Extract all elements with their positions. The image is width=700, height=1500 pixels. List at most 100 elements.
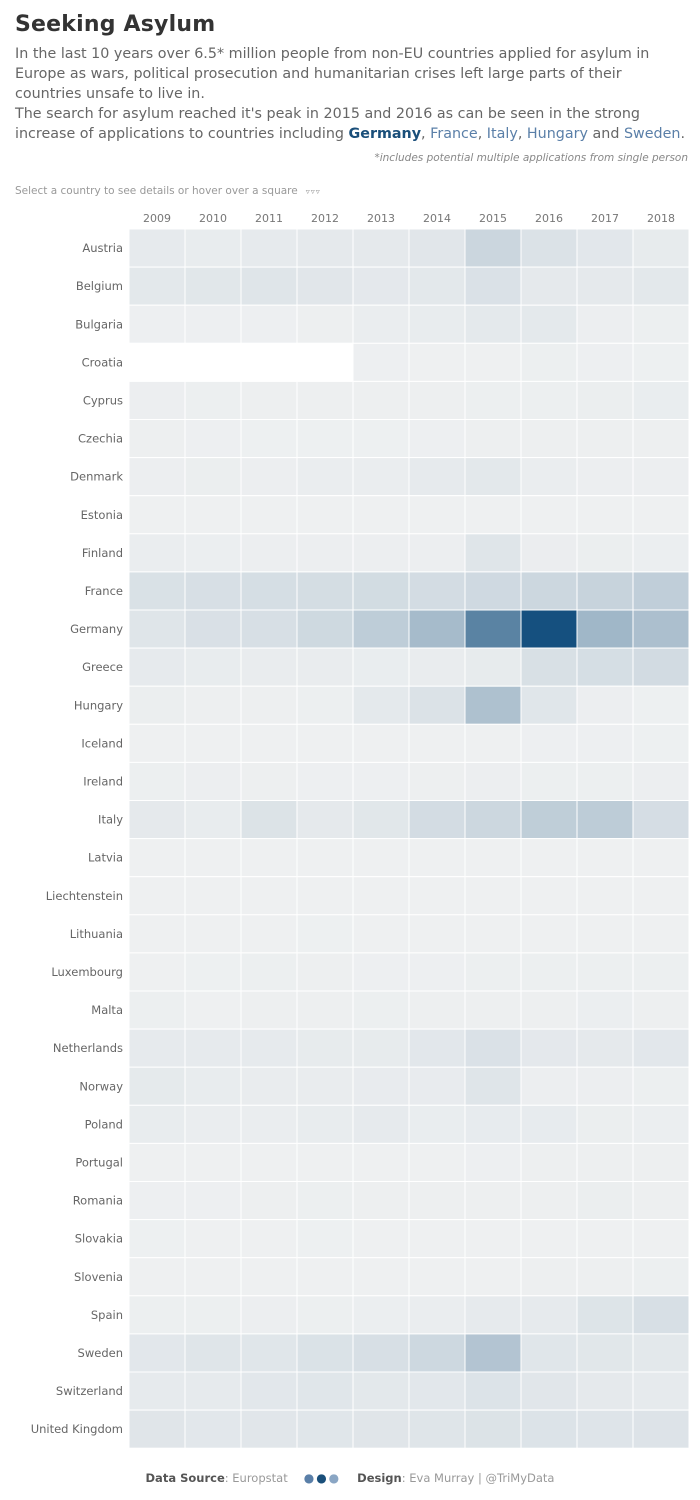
heatmap-cell[interactable]: Malta 2016: 1930 [520, 990, 578, 1030]
heatmap-cell[interactable]: Poland 2012: 10800 [296, 1104, 354, 1144]
heatmap-cell[interactable]: Cyprus 2012: 1600 [296, 380, 354, 420]
heatmap-cell[interactable]: France 2017: 99300 [576, 571, 634, 611]
heatmap-cell[interactable]: United Kingdom 2010: 24400 [184, 1409, 242, 1449]
country-label[interactable]: Belgium [76, 279, 123, 293]
heatmap-cell[interactable]: Austria 2013: 17500 [352, 228, 410, 268]
heatmap-cell[interactable]: Latvia 2011: 340 [240, 838, 298, 878]
heatmap-cell[interactable]: Latvia 2018: 185 [632, 838, 690, 878]
heatmap-cell[interactable]: Sweden 2012: 43900 [296, 1333, 354, 1373]
heatmap-cell[interactable]: United Kingdom 2016: 39700 [520, 1409, 578, 1449]
country-label[interactable]: Germany [70, 622, 123, 636]
heatmap-cell[interactable]: Slovakia 2011: 490 [240, 1219, 298, 1259]
heatmap-cell[interactable]: Portugal 2017: 1750 [576, 1142, 634, 1183]
heatmap-cell[interactable]: France 2011: 57300 [240, 571, 298, 611]
heatmap-cell[interactable]: Bulgaria 2010: 1000 [184, 304, 242, 344]
heatmap-cell[interactable]: Liechtenstein 2009: 300 [128, 876, 186, 916]
country-label[interactable]: Liechtenstein [46, 889, 123, 903]
heatmap-cell[interactable]: Slovakia 2012: 730 [296, 1219, 354, 1259]
country-label[interactable]: Hungary [74, 698, 123, 712]
heatmap-cell[interactable]: Slovakia 2010: 540 [184, 1219, 242, 1259]
heatmap-cell[interactable]: Liechtenstein 2014: 65 [408, 876, 466, 916]
heatmap-cell[interactable]: Finland 2018: 4500 [632, 533, 690, 573]
heatmap-cell[interactable]: Cyprus 2018: 7800 [632, 380, 690, 420]
heatmap-cell[interactable]: Belgium 2015: 44700 [464, 266, 522, 306]
heatmap-cell[interactable]: France 2016: 84300 [520, 571, 578, 611]
heatmap-cell[interactable]: Luxembourg 2012: 2050 [296, 952, 354, 992]
heatmap-cell[interactable]: Germany 2011: 53300 [240, 609, 298, 649]
heatmap-cell[interactable]: Lithuania 2012: 645 [296, 914, 354, 954]
heatmap-cell[interactable]: Spain 2016: 15800 [520, 1295, 578, 1335]
heatmap-cell[interactable]: Ireland 2009: 2700 [128, 761, 186, 802]
heatmap-cell[interactable]: Estonia 2012: 75 [296, 495, 354, 535]
heatmap-cell[interactable]: Switzerland 2009: 16000 [128, 1371, 186, 1411]
heatmap-cell[interactable]: Slovakia 2013: 440 [352, 1219, 410, 1259]
heatmap-cell[interactable]: Croatia 2017: 980 [576, 342, 634, 382]
country-label[interactable]: Czechia [78, 432, 123, 446]
country-label[interactable]: Slovenia [74, 1270, 123, 1284]
heatmap-cell[interactable]: Poland 2011: 6900 [240, 1104, 298, 1144]
heatmap-cell[interactable]: Czechia 2009: 1300 [128, 419, 186, 459]
country-label[interactable]: Italy [98, 813, 123, 827]
heatmap-cell[interactable]: Switzerland 2012: 28600 [296, 1371, 354, 1411]
heatmap-cell[interactable]: Austria 2010: 11000 [184, 228, 242, 268]
heatmap-cell[interactable]: Greece 2009: 15900 [128, 647, 186, 687]
heatmap-cell[interactable]: Cyprus 2010: 2900 [184, 380, 242, 420]
heatmap-cell[interactable]: Spain 2012: 2600 [296, 1295, 354, 1335]
heatmap-cell[interactable]: Luxembourg 2013: 1070 [352, 952, 410, 992]
heatmap-cell[interactable]: Portugal 2013: 505 [352, 1142, 410, 1183]
heatmap-cell[interactable]: Liechtenstein 2017: 150 [576, 876, 634, 916]
heatmap-cell[interactable]: Sweden 2016: 28900 [520, 1333, 578, 1373]
country-label[interactable]: Denmark [70, 470, 123, 484]
heatmap-cell[interactable]: Norway 2015: 31100 [464, 1066, 522, 1106]
heatmap-cell[interactable]: Romania 2013: 1500 [352, 1181, 410, 1221]
heatmap-cell[interactable]: Denmark 2015: 21300 [464, 457, 522, 497]
heatmap-cell[interactable]: Norway 2018: 2700 [632, 1066, 690, 1106]
heatmap-cell[interactable]: France 2013: 66300 [352, 571, 410, 611]
heatmap-cell[interactable]: Spain 2010: 2700 [184, 1295, 242, 1335]
heatmap-cell[interactable]: Estonia 2009: 40 [128, 495, 186, 535]
heatmap-cell[interactable]: Slovenia 2010: 250 [184, 1257, 242, 1297]
heatmap-cell[interactable]: Austria 2011: 14400 [240, 228, 298, 268]
heatmap-cell[interactable]: Denmark 2016: 6200 [520, 457, 578, 497]
heatmap-cell[interactable]: France 2014: 64300 [408, 571, 466, 611]
heatmap-cell[interactable]: Denmark 2014: 14800 [408, 457, 466, 497]
heatmap-cell[interactable]: Hungary 2013: 18900 [352, 685, 410, 725]
heatmap-cell[interactable]: Switzerland 2010: 15600 [184, 1371, 242, 1411]
heatmap-cell[interactable]: Malta 2010: 180 [184, 990, 242, 1030]
heatmap-cell[interactable]: Germany 2009: 33000 [128, 609, 186, 649]
heatmap-cell[interactable]: Lithuania 2013: 400 [352, 914, 410, 954]
heatmap-cell[interactable]: Netherlands 2017: 18200 [576, 1028, 634, 1068]
heatmap-cell[interactable]: Hungary 2014: 42800 [408, 685, 466, 725]
heatmap-cell[interactable]: Greece 2010: 10300 [184, 647, 242, 687]
heatmap-cell[interactable]: Denmark 2009: 3800 [128, 457, 186, 497]
heatmap-cell[interactable]: Slovenia 2016: 1310 [520, 1257, 578, 1297]
heatmap-cell[interactable]: Sweden 2011: 29700 [240, 1333, 298, 1373]
heatmap-cell[interactable]: Iceland 2009: 40 [128, 723, 186, 763]
heatmap-cell[interactable]: France 2009: 47600 [128, 571, 186, 611]
heatmap-cell[interactable]: Croatia 2015: 210 [464, 342, 522, 382]
heatmap-cell[interactable]: Portugal 2009: 140 [128, 1142, 186, 1183]
country-label[interactable]: Poland [85, 1117, 123, 1131]
heatmap-cell[interactable]: Romania 2014: 1550 [408, 1181, 466, 1221]
heatmap-cell[interactable]: Italy 2017: 128900 [576, 800, 634, 840]
heatmap-cell[interactable]: Hungary 2009: 4700 [128, 685, 186, 725]
heatmap-cell[interactable]: Norway 2009: 17200 [128, 1066, 186, 1106]
heatmap-cell[interactable]: Belgium 2014: 22800 [408, 266, 466, 306]
heatmap-cell[interactable]: Denmark 2010: 5100 [184, 457, 242, 497]
heatmap-cell[interactable]: Romania 2016: 1880 [520, 1181, 578, 1221]
heatmap-cell[interactable]: Italy 2010: 10000 [184, 800, 242, 840]
heatmap-cell[interactable]: Iceland 2010: 50 [184, 723, 242, 763]
heatmap-cell[interactable]: Belgium 2017: 18300 [576, 266, 634, 306]
heatmap-cell[interactable]: Finland 2012: 3100 [296, 533, 354, 573]
heatmap-cell[interactable]: Iceland 2011: 75 [240, 723, 298, 763]
heatmap-cell[interactable]: Luxembourg 2014: 1150 [408, 952, 466, 992]
heatmap-cell[interactable]: Bulgaria 2014: 11000 [408, 304, 466, 344]
heatmap-cell[interactable]: Ireland 2011: 1300 [240, 761, 298, 802]
heatmap-cell[interactable]: Poland 2010: 6500 [184, 1104, 242, 1144]
heatmap-cell[interactable]: Hungary 2018: 670 [632, 685, 690, 725]
heatmap-cell[interactable]: United Kingdom 2009: 30700 [128, 1409, 186, 1449]
heatmap-cell[interactable]: Italy 2013: 26600 [352, 800, 410, 840]
heatmap-cell[interactable]: Switzerland 2015: 39500 [464, 1371, 522, 1411]
heatmap-cell[interactable]: Netherlands 2011: 14600 [240, 1028, 298, 1068]
